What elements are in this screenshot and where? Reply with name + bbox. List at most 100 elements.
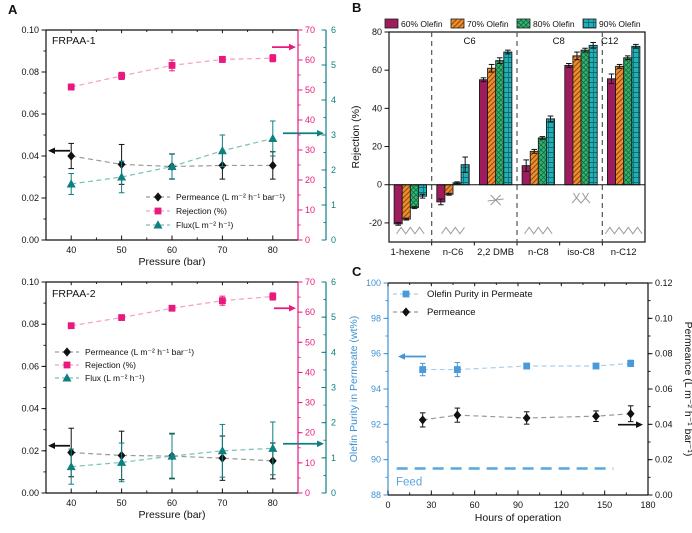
- svg-text:0.08: 0.08: [21, 67, 39, 77]
- svg-text:0: 0: [305, 488, 310, 498]
- svg-text:20: 20: [305, 175, 315, 185]
- svg-text:50: 50: [305, 85, 315, 95]
- svg-text:150: 150: [597, 500, 612, 510]
- svg-text:Rejection (%): Rejection (%): [176, 206, 227, 216]
- panel-frpaa2: 40 50 60 70 80 Pressure (bar) 0.00 0.02 0.04 0.06…: [0, 266, 346, 533]
- svg-text:5: 5: [331, 60, 336, 70]
- svg-text:80% Olefin: 80% Olefin: [533, 19, 575, 29]
- svg-text:0.08: 0.08: [21, 319, 39, 329]
- svg-text:1: 1: [331, 453, 336, 463]
- svg-text:Olefin Purity in Permeate: Olefin Purity in Permeate: [427, 289, 533, 300]
- svg-text:70: 70: [217, 245, 227, 255]
- svg-text:2: 2: [331, 418, 336, 428]
- svg-text:0.06: 0.06: [655, 384, 673, 394]
- svg-text:n-C6: n-C6: [443, 247, 464, 258]
- svg-text:98: 98: [371, 313, 381, 323]
- svg-text:0.04: 0.04: [655, 419, 673, 429]
- svg-text:20: 20: [305, 428, 315, 438]
- svg-text:0: 0: [331, 235, 336, 245]
- svg-text:0.00: 0.00: [655, 490, 673, 500]
- svg-text:4: 4: [331, 95, 336, 105]
- svg-text:10: 10: [305, 205, 315, 215]
- svg-text:Permeance: Permeance: [427, 307, 476, 318]
- svg-text:n-C8: n-C8: [528, 247, 549, 258]
- svg-text:0.10: 0.10: [21, 25, 39, 35]
- panel-label-c: C: [352, 264, 362, 279]
- svg-text:20: 20: [372, 142, 382, 152]
- svg-text:90% Olefin: 90% Olefin: [599, 19, 641, 29]
- svg-text:40: 40: [372, 103, 382, 113]
- svg-text:80: 80: [372, 27, 382, 37]
- svg-text:60: 60: [372, 65, 382, 75]
- svg-text:0.00: 0.00: [21, 235, 39, 245]
- svg-text:5: 5: [331, 312, 336, 322]
- svg-text:30: 30: [426, 500, 436, 510]
- svg-text:Flux (L m⁻² h⁻¹): Flux (L m⁻² h⁻¹): [85, 373, 145, 383]
- svg-text:2,2 DMB: 2,2 DMB: [477, 247, 514, 258]
- svg-text:-20: -20: [369, 218, 382, 228]
- svg-text:FRPAA-1: FRPAA-1: [52, 35, 96, 47]
- svg-text:92: 92: [371, 419, 381, 429]
- svg-text:0: 0: [331, 488, 336, 498]
- svg-text:0.10: 0.10: [21, 277, 39, 287]
- svg-text:50: 50: [117, 245, 127, 255]
- svg-text:90: 90: [371, 455, 381, 465]
- svg-text:80: 80: [268, 498, 278, 508]
- svg-text:FRPAA-2: FRPAA-2: [52, 288, 96, 300]
- svg-text:0.02: 0.02: [21, 193, 39, 203]
- svg-text:90: 90: [513, 500, 523, 510]
- svg-text:3: 3: [331, 383, 336, 393]
- svg-text:40: 40: [66, 245, 76, 255]
- svg-text:Rejection (%): Rejection (%): [85, 360, 136, 370]
- svg-text:60: 60: [167, 498, 177, 508]
- svg-text:C6: C6: [464, 36, 476, 47]
- svg-text:94: 94: [371, 384, 381, 394]
- svg-text:60: 60: [305, 307, 315, 317]
- svg-text:C12: C12: [601, 36, 618, 47]
- svg-text:40: 40: [305, 367, 315, 377]
- svg-text:Permeance (L m⁻² h⁻¹ bar⁻¹): Permeance (L m⁻² h⁻¹ bar⁻¹): [85, 347, 194, 357]
- svg-text:60: 60: [305, 55, 315, 65]
- svg-text:0.06: 0.06: [21, 109, 39, 119]
- panel-label-b: B: [352, 0, 362, 15]
- svg-text:4: 4: [331, 347, 336, 357]
- panel-rejection-bars: B -20 0 20 40 60 80 Rejection (%) C6 C8 C12 1-hexe…: [346, 0, 692, 266]
- svg-text:96: 96: [371, 349, 381, 359]
- svg-text:Flux(L m⁻² h⁻¹): Flux(L m⁻² h⁻¹): [176, 220, 233, 230]
- svg-text:80: 80: [268, 245, 278, 255]
- svg-text:6: 6: [331, 277, 336, 287]
- svg-text:40: 40: [66, 498, 76, 508]
- svg-text:0: 0: [305, 235, 310, 245]
- panel-stability: C 0 30 60 90 120 150 180 Hours of operation 88 90…: [346, 264, 692, 533]
- svg-text:0.08: 0.08: [655, 349, 673, 359]
- rejection-bars: -20 0 20 40 60 80 Rejection (%) C6 C8 C12 1-hexene…: [350, 18, 646, 258]
- panel-label-a: A: [8, 2, 18, 17]
- svg-text:Feed: Feed: [396, 477, 422, 489]
- svg-text:Pressure (bar): Pressure (bar): [138, 256, 205, 266]
- svg-text:0.02: 0.02: [21, 446, 39, 456]
- svg-text:0.10: 0.10: [655, 313, 673, 323]
- svg-text:1-hexene: 1-hexene: [391, 247, 431, 258]
- svg-text:50: 50: [305, 337, 315, 347]
- svg-text:0.00: 0.00: [21, 488, 39, 498]
- svg-text:0.02: 0.02: [655, 455, 673, 465]
- svg-text:70: 70: [217, 498, 227, 508]
- svg-text:1: 1: [331, 200, 336, 210]
- svg-text:120: 120: [554, 500, 569, 510]
- svg-text:100: 100: [366, 278, 381, 288]
- svg-text:50: 50: [117, 498, 127, 508]
- svg-text:iso-C8: iso-C8: [567, 247, 594, 258]
- svg-text:Permeance (L m⁻² h⁻¹ bar⁻¹): Permeance (L m⁻² h⁻¹ bar⁻¹): [682, 322, 692, 457]
- svg-text:2: 2: [331, 165, 336, 175]
- svg-text:3: 3: [331, 130, 336, 140]
- svg-text:6: 6: [331, 25, 336, 35]
- svg-text:180: 180: [640, 500, 655, 510]
- svg-text:Olefin Purity in Permeate (wt%: Olefin Purity in Permeate (wt%): [348, 316, 360, 462]
- svg-text:30: 30: [305, 398, 315, 408]
- svg-text:88: 88: [371, 490, 381, 500]
- svg-text:0.04: 0.04: [21, 151, 39, 161]
- svg-text:0.04: 0.04: [21, 404, 39, 414]
